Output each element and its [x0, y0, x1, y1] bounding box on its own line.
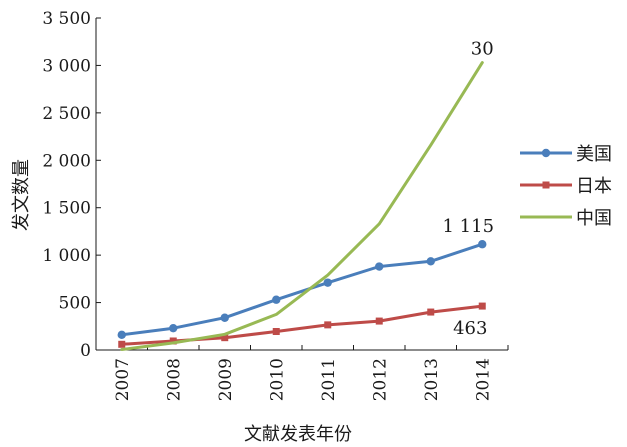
data-point — [118, 340, 126, 348]
data-point — [117, 330, 126, 340]
series-line — [120, 61, 484, 351]
y-tick-label: 1 000 — [42, 246, 91, 266]
data-point — [375, 262, 384, 271]
series-layer — [117, 61, 487, 351]
x-tick-label: 2012 — [370, 358, 390, 401]
x-tick-label: 2007 — [113, 358, 133, 401]
data-point — [375, 317, 383, 325]
data-point — [426, 257, 435, 266]
data-point — [272, 328, 280, 336]
y-tick-label: 3 000 — [42, 56, 91, 76]
legend-label: 中国 — [576, 208, 612, 229]
y-axis-title: 发文数量 — [11, 159, 32, 231]
x-tick-label: 2014 — [473, 358, 493, 401]
series-line — [120, 242, 484, 337]
y-tick-label: 500 — [59, 294, 91, 314]
x-tick-label: 2013 — [422, 358, 442, 401]
legend-marker — [541, 148, 551, 158]
y-tick-label: 3 500 — [42, 9, 91, 29]
x-tick-label: 2011 — [319, 358, 339, 401]
x-tick-label: 2008 — [164, 358, 184, 401]
data-point — [427, 308, 435, 316]
y-tick-label: 0 — [80, 341, 91, 361]
data-point — [169, 337, 177, 345]
legend-label: 美国 — [576, 144, 612, 165]
x-axis-title: 文献发表年份 — [244, 424, 352, 445]
labels-layer: 30 1 115 463 — [442, 39, 494, 339]
y-tick-label: 2 500 — [42, 104, 91, 124]
data-point — [220, 313, 229, 322]
y-tick-label: 2 000 — [42, 151, 91, 171]
legend-marker — [542, 181, 550, 189]
axes: 0 500 1 000 1 500 2 000 2 500 3 000 3 500 2007 20… — [42, 9, 509, 401]
legend-label: 日本 — [576, 176, 612, 197]
data-label: 1 115 — [442, 216, 494, 237]
data-point — [324, 321, 332, 329]
x-tick-label: 2009 — [216, 358, 236, 401]
data-point — [323, 278, 332, 287]
data-label: 463 — [453, 318, 487, 339]
x-tick-label: 2010 — [267, 358, 287, 401]
data-point — [272, 295, 281, 304]
data-point — [221, 334, 229, 342]
data-point — [478, 302, 486, 310]
data-point — [478, 240, 487, 249]
data-point — [169, 323, 178, 333]
data-label: 30 — [471, 39, 494, 60]
y-tick-label: 1 500 — [42, 199, 91, 219]
